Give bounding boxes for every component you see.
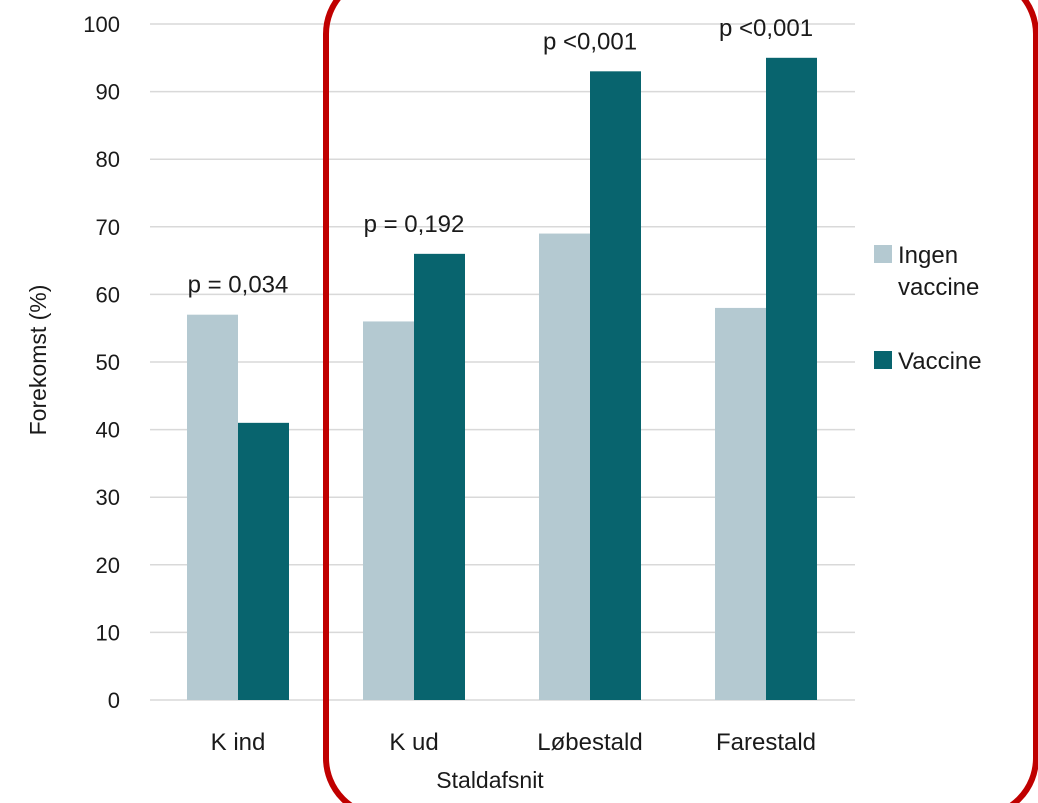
x-tick-label: Løbestald bbox=[537, 729, 642, 756]
legend-label-ingen-vaccine: Ingen vaccine bbox=[898, 242, 979, 301]
y-tick-label: 70 bbox=[96, 215, 120, 240]
p-value-label: p = 0,192 bbox=[364, 211, 465, 238]
x-axis-title: Staldafsnit bbox=[436, 767, 544, 793]
legend-label-vaccine: Vaccine bbox=[898, 348, 982, 375]
x-tick-label: K ud bbox=[389, 729, 438, 756]
legend-swatch-vaccine bbox=[874, 351, 892, 369]
x-tick-label: Farestald bbox=[716, 729, 816, 756]
y-tick-label: 50 bbox=[96, 350, 120, 375]
x-tick-label: K ind bbox=[211, 729, 266, 756]
bar-vaccine bbox=[590, 71, 641, 700]
y-tick-label: 20 bbox=[96, 553, 120, 578]
y-tick-label: 30 bbox=[96, 485, 120, 510]
legend-label-line: vaccine bbox=[898, 274, 979, 301]
x-axis-categories: K ind K ud Løbestald Farestald bbox=[211, 729, 816, 756]
y-tick-label: 10 bbox=[96, 620, 120, 645]
bar-ingen-vaccine bbox=[539, 233, 590, 700]
legend-swatch-ingen-vaccine bbox=[874, 245, 892, 263]
p-value-label: p = 0,034 bbox=[188, 272, 289, 299]
legend-label-line: Ingen bbox=[898, 242, 958, 269]
p-value-annotations: p = 0,034 p = 0,192 p <0,001 p <0,001 bbox=[188, 15, 813, 299]
bar-ingen-vaccine bbox=[363, 321, 414, 700]
y-axis-ticks: 0 10 20 30 40 50 60 70 80 90 100 bbox=[83, 12, 120, 713]
highlight-frame bbox=[323, 0, 1038, 803]
y-tick-label: 60 bbox=[96, 282, 120, 307]
bars bbox=[187, 57, 817, 701]
p-value-label: p <0,001 bbox=[543, 28, 637, 55]
bar-ingen-vaccine bbox=[715, 307, 766, 700]
bar-vaccine bbox=[238, 422, 289, 700]
y-axis-title: Forekomst (%) bbox=[25, 285, 51, 436]
y-tick-label: 80 bbox=[96, 147, 120, 172]
bar-ingen-vaccine bbox=[187, 314, 238, 700]
y-tick-label: 40 bbox=[96, 418, 120, 443]
y-tick-label: 100 bbox=[83, 12, 120, 37]
bar-vaccine bbox=[766, 57, 817, 701]
bar-vaccine bbox=[414, 253, 465, 700]
legend: Ingen vaccine Vaccine bbox=[874, 242, 982, 375]
y-tick-label: 90 bbox=[96, 80, 120, 105]
y-tick-label: 0 bbox=[108, 688, 120, 713]
p-value-label: p <0,001 bbox=[719, 15, 813, 42]
